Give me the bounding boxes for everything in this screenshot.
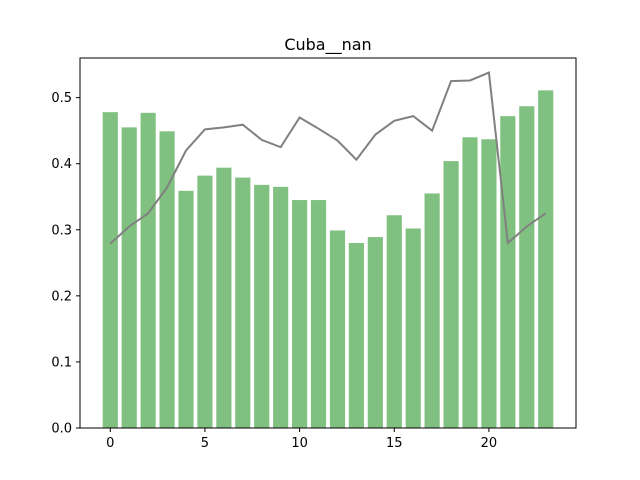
bar [292, 200, 308, 428]
bar [462, 137, 478, 429]
bar [273, 186, 289, 428]
bar [140, 112, 156, 428]
bar [254, 184, 270, 428]
x-tick-label: 15 [386, 436, 403, 451]
bar [500, 116, 516, 429]
bar [538, 90, 554, 428]
line-series [109, 71, 547, 246]
bar [386, 215, 402, 428]
y-tick-label: 0.4 [51, 157, 72, 172]
y-tick-label: 0.3 [51, 223, 72, 238]
x-tick-label: 20 [481, 436, 498, 451]
x-tick-label: 10 [291, 436, 308, 451]
x-axis: 0 5 10 15 20 [106, 428, 497, 451]
plot-frame [79, 57, 577, 429]
bar [443, 161, 459, 429]
y-axis: 0.0 0.1 0.2 0.3 0.4 0.5 [51, 91, 80, 437]
bar [235, 177, 251, 428]
x-tick-label: 0 [106, 436, 114, 451]
bar [348, 243, 364, 428]
bar [367, 237, 383, 428]
y-tick-label: 0.2 [51, 289, 72, 304]
bar [424, 193, 440, 428]
y-tick-label: 0.1 [51, 355, 72, 370]
bar [481, 139, 497, 428]
bar-series [102, 90, 554, 429]
bar [197, 175, 213, 428]
bar [102, 112, 118, 428]
bar [519, 106, 535, 428]
bar [216, 167, 232, 428]
bar [159, 131, 175, 428]
y-tick-label: 0.5 [51, 91, 72, 106]
series-line [109, 71, 547, 246]
bar [310, 200, 327, 428]
bar [329, 230, 346, 428]
chart-title: Cuba__nan [284, 35, 371, 55]
bar [405, 228, 421, 428]
y-tick-label: 0.0 [51, 422, 72, 437]
bar [178, 190, 194, 428]
x-tick-label: 5 [201, 436, 209, 451]
bar [121, 127, 137, 428]
